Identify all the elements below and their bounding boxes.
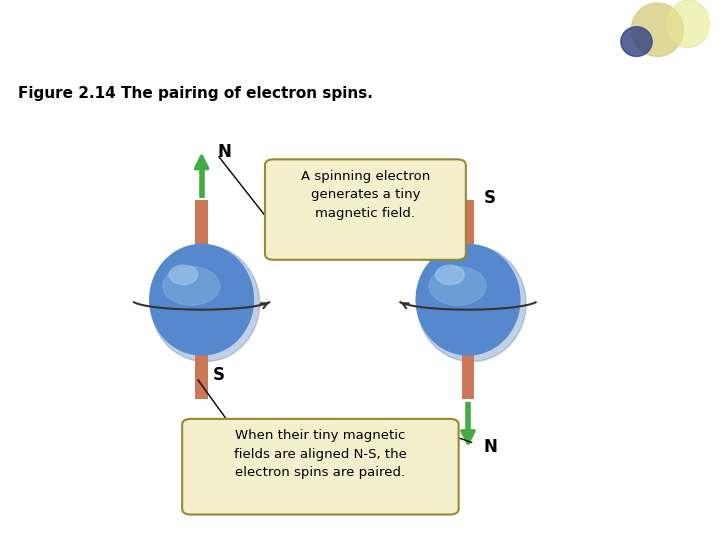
Ellipse shape — [429, 267, 486, 305]
Text: N: N — [217, 143, 231, 161]
Ellipse shape — [150, 246, 260, 362]
Ellipse shape — [163, 267, 220, 305]
FancyBboxPatch shape — [462, 351, 474, 399]
Ellipse shape — [668, 0, 710, 48]
FancyBboxPatch shape — [182, 419, 459, 515]
Text: N: N — [484, 438, 498, 456]
Ellipse shape — [169, 265, 198, 285]
FancyBboxPatch shape — [195, 351, 208, 399]
Text: S: S — [212, 366, 225, 384]
Text: When their tiny magnetic
fields are aligned N-S, the
electron spins are paired.: When their tiny magnetic fields are alig… — [234, 429, 407, 480]
Ellipse shape — [417, 246, 526, 362]
Ellipse shape — [436, 265, 464, 285]
Ellipse shape — [416, 245, 520, 355]
Text: A spinning electron
generates a tiny
magnetic field.: A spinning electron generates a tiny mag… — [301, 170, 430, 220]
FancyBboxPatch shape — [195, 200, 208, 248]
FancyBboxPatch shape — [265, 159, 466, 260]
Text: Electron Configuration: Electron Configuration — [14, 17, 369, 45]
Ellipse shape — [150, 245, 253, 355]
Ellipse shape — [621, 26, 652, 56]
Text: Figure 2.14 The pairing of electron spins.: Figure 2.14 The pairing of electron spin… — [18, 86, 373, 101]
Text: S: S — [484, 189, 496, 207]
Ellipse shape — [631, 3, 683, 56]
FancyBboxPatch shape — [462, 200, 474, 248]
